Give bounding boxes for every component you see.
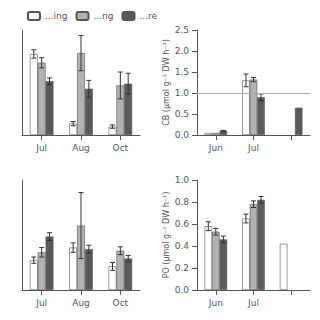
svg-text:Jul: Jul (35, 143, 47, 153)
svg-text:Oct: Oct (113, 143, 129, 153)
svg-text:1.0: 1.0 (175, 175, 190, 185)
svg-text:CB (μmol g⁻¹ DW h⁻¹): CB (μmol g⁻¹ DW h⁻¹) (162, 39, 171, 126)
svg-text:2.5: 2.5 (175, 25, 189, 35)
svg-text:2.0: 2.0 (175, 46, 190, 56)
svg-text:Aug: Aug (72, 143, 90, 153)
svg-text:0.5: 0.5 (175, 109, 189, 119)
svg-text:0.6: 0.6 (175, 219, 190, 229)
svg-text:...ing: ...ing (45, 11, 68, 21)
svg-text:Jul: Jul (35, 298, 47, 308)
svg-text:Jun: Jun (208, 298, 223, 308)
svg-text:Jun: Jun (208, 143, 223, 153)
svg-text:...ng: ...ng (94, 11, 114, 21)
svg-text:0.0: 0.0 (175, 130, 190, 140)
svg-text:0.8: 0.8 (175, 197, 190, 207)
svg-text:1.5: 1.5 (175, 67, 189, 77)
svg-text:0.4: 0.4 (175, 241, 190, 251)
svg-text:1.0: 1.0 (175, 88, 190, 98)
svg-text:Aug: Aug (72, 298, 90, 308)
svg-text:Oct: Oct (113, 298, 129, 308)
svg-text:PO (μmol g⁻¹ DW h⁻¹): PO (μmol g⁻¹ DW h⁻¹) (162, 192, 171, 279)
svg-text:Jul: Jul (247, 298, 259, 308)
svg-text:0.0: 0.0 (175, 285, 190, 295)
svg-text:...re: ...re (139, 11, 157, 21)
svg-text:Jul: Jul (247, 143, 259, 153)
svg-text:0.2: 0.2 (175, 263, 189, 273)
